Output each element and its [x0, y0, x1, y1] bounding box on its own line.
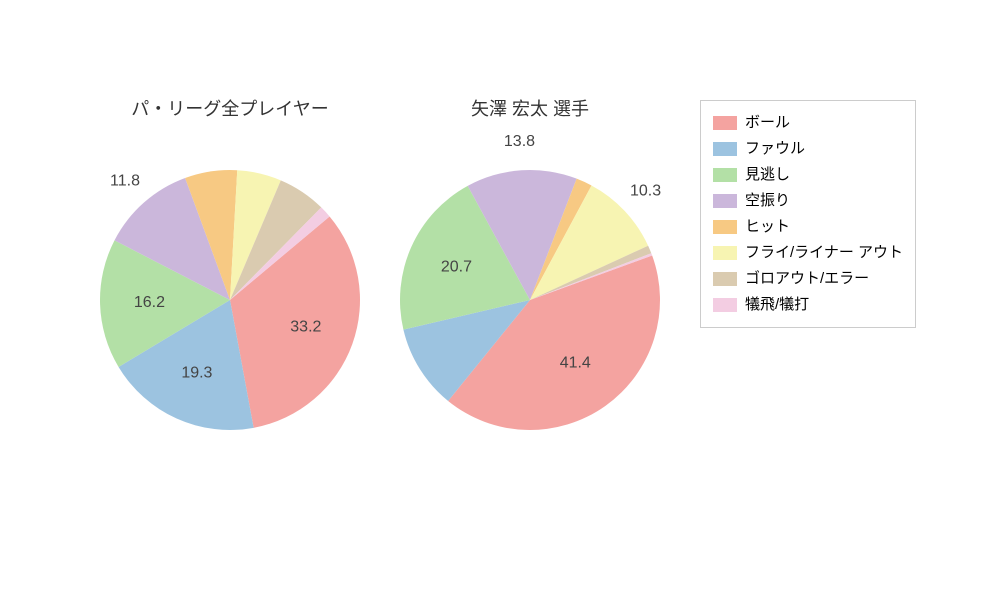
legend-swatch-ball: [713, 116, 737, 130]
chart-container: パ・リーグ全プレイヤー 矢澤 宏太 選手 33.219.316.211.8 41…: [0, 0, 1000, 600]
legend-swatch-hit: [713, 220, 737, 234]
legend-label-looking: 見逃し: [745, 163, 790, 187]
legend-label-sacrifice: 犠飛/犠打: [745, 293, 809, 317]
legend-swatch-swinging: [713, 194, 737, 208]
legend-item-swinging: 空振り: [713, 189, 903, 213]
pie-label-ball: 33.2: [290, 318, 321, 335]
pie-label-swinging: 11.8: [110, 172, 140, 189]
pie-label-foul: 19.3: [181, 365, 212, 382]
legend-item-flyout: フライ/ライナー アウト: [713, 241, 903, 265]
pie-label-swinging: 13.8: [504, 133, 535, 150]
legend-label-foul: ファウル: [745, 137, 805, 161]
legend-item-ball: ボール: [713, 111, 903, 135]
pie-label-ball: 41.4: [560, 355, 591, 372]
legend-item-sacrifice: 犠飛/犠打: [713, 293, 903, 317]
legend-item-looking: 見逃し: [713, 163, 903, 187]
legend-label-groundout: ゴロアウト/エラー: [745, 267, 869, 291]
pie-chart-player: 41.4 20.7 13.8 10.3: [330, 100, 730, 500]
legend-label-flyout: フライ/ライナー アウト: [745, 241, 903, 265]
legend: ボールファウル見逃し空振りヒットフライ/ライナー アウトゴロアウト/エラー犠飛/…: [700, 100, 916, 328]
legend-item-groundout: ゴロアウト/エラー: [713, 267, 903, 291]
legend-swatch-flyout: [713, 246, 737, 260]
legend-label-swinging: 空振り: [745, 189, 790, 213]
legend-item-hit: ヒット: [713, 215, 903, 239]
legend-swatch-looking: [713, 168, 737, 182]
pie-label-looking: 20.7: [441, 258, 472, 275]
legend-swatch-foul: [713, 142, 737, 156]
legend-swatch-groundout: [713, 272, 737, 286]
legend-item-foul: ファウル: [713, 137, 903, 161]
pie-label-looking: 16.2: [134, 294, 165, 311]
pie-label-flyout: 10.3: [630, 183, 661, 200]
legend-label-hit: ヒット: [745, 215, 790, 239]
legend-label-ball: ボール: [745, 111, 790, 135]
legend-swatch-sacrifice: [713, 298, 737, 312]
